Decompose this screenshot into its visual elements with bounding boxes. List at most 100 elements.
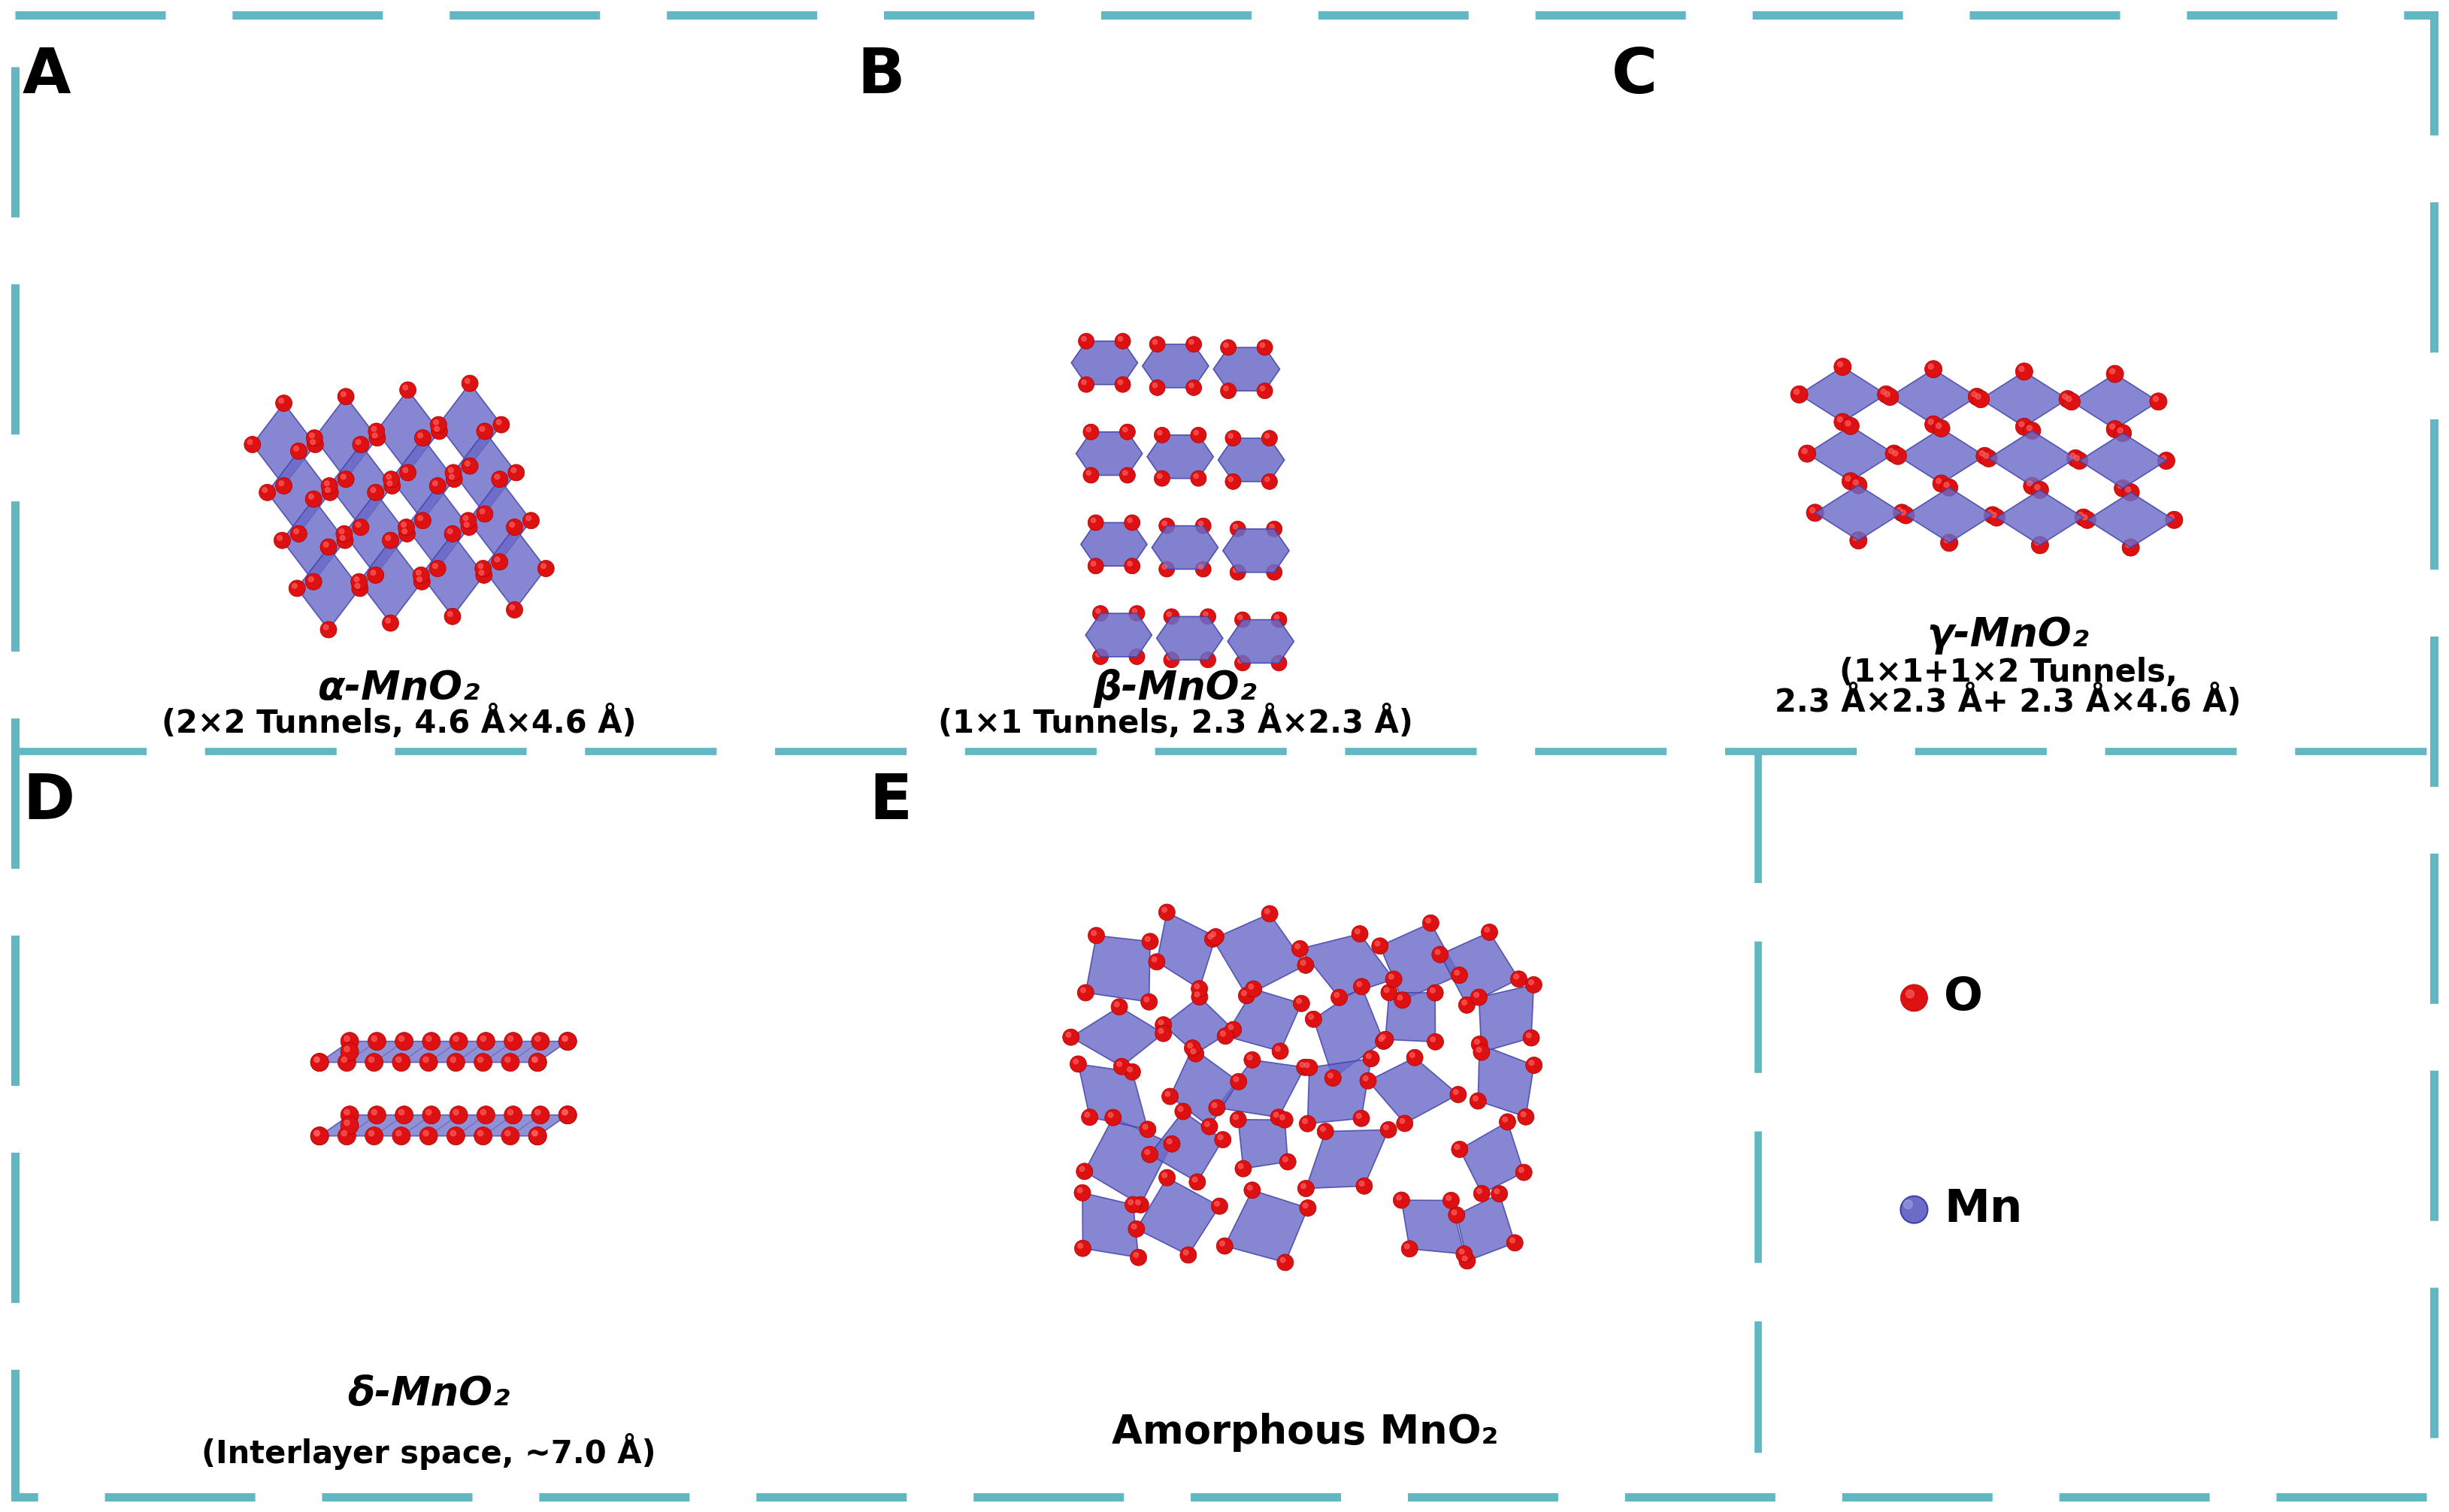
Circle shape [1526,1033,1531,1037]
Circle shape [2126,487,2131,493]
Circle shape [1300,1060,1318,1077]
Circle shape [1854,535,1859,540]
Circle shape [1281,1114,1286,1120]
Circle shape [1518,1108,1533,1125]
Circle shape [397,519,414,535]
Circle shape [563,1110,568,1114]
Circle shape [1114,1002,1119,1007]
Circle shape [2028,425,2033,431]
Circle shape [1455,1145,1460,1149]
Circle shape [1195,984,1200,989]
Circle shape [1229,434,1232,438]
Circle shape [1215,1131,1232,1148]
Circle shape [451,1057,456,1063]
Circle shape [1202,655,1207,659]
Circle shape [1283,1157,1288,1161]
Polygon shape [1146,435,1212,478]
Circle shape [1271,1108,1286,1125]
Circle shape [1200,652,1215,668]
Circle shape [1092,605,1109,621]
Polygon shape [1085,1117,1173,1205]
Circle shape [1131,609,1136,614]
Circle shape [1330,989,1347,1005]
Circle shape [492,416,509,432]
Circle shape [448,611,453,617]
Circle shape [507,1036,514,1042]
Circle shape [1269,567,1273,573]
Circle shape [1300,960,1305,965]
Circle shape [1455,1246,1472,1263]
Circle shape [1127,1067,1131,1072]
Circle shape [1158,1169,1176,1185]
Circle shape [1984,454,1989,458]
Circle shape [1163,1173,1168,1178]
Circle shape [1166,612,1171,617]
Circle shape [1158,904,1176,921]
Circle shape [1798,445,1815,463]
Circle shape [478,564,482,569]
Circle shape [1327,1074,1332,1078]
Circle shape [1193,1176,1198,1182]
Circle shape [340,1043,358,1061]
Circle shape [384,535,389,540]
Circle shape [345,1046,350,1052]
Circle shape [495,475,500,479]
Circle shape [1362,1051,1379,1067]
Circle shape [291,584,296,588]
Circle shape [384,618,389,623]
Circle shape [1896,508,1903,513]
Circle shape [1905,990,1915,998]
Circle shape [1945,538,1949,543]
Circle shape [1357,1113,1362,1119]
Polygon shape [1815,485,1903,540]
Circle shape [1888,448,1908,464]
Circle shape [416,570,421,575]
Circle shape [1161,1089,1178,1105]
Circle shape [1888,449,1893,454]
Circle shape [1305,1012,1322,1028]
Circle shape [1526,1057,1543,1074]
Polygon shape [1217,438,1283,482]
Circle shape [1881,389,1886,395]
Circle shape [1151,957,1156,962]
Circle shape [1149,336,1166,352]
Circle shape [1185,336,1202,352]
Circle shape [1156,1016,1171,1033]
Polygon shape [1305,1129,1389,1188]
Circle shape [1129,1199,1134,1205]
Circle shape [1146,936,1151,942]
Circle shape [1278,1154,1296,1170]
Circle shape [480,1110,485,1114]
Circle shape [1925,360,1942,378]
Circle shape [2113,425,2131,442]
Circle shape [1129,1220,1144,1237]
Text: E: E [869,771,911,832]
Circle shape [2035,540,2040,546]
Circle shape [451,1033,468,1051]
Circle shape [1364,1077,1369,1081]
Circle shape [1266,522,1283,537]
Circle shape [1425,918,1430,922]
Circle shape [1156,1025,1171,1042]
Circle shape [1393,1191,1411,1208]
Circle shape [1217,1238,1232,1255]
Circle shape [1847,420,1851,426]
Circle shape [1795,389,1800,395]
Circle shape [1261,473,1278,490]
Circle shape [1430,987,1435,993]
Circle shape [502,1054,519,1072]
Text: B: B [857,45,904,106]
Circle shape [1239,1164,1244,1169]
Circle shape [1210,1099,1224,1116]
Circle shape [397,1131,402,1136]
Polygon shape [252,404,316,485]
Circle shape [1945,482,1949,487]
Circle shape [1075,1240,1092,1256]
Circle shape [539,561,553,576]
Polygon shape [1800,367,1886,422]
Circle shape [2023,478,2040,494]
Polygon shape [1457,1194,1516,1261]
Circle shape [1190,340,1193,345]
Circle shape [370,570,375,575]
Circle shape [1511,971,1528,987]
